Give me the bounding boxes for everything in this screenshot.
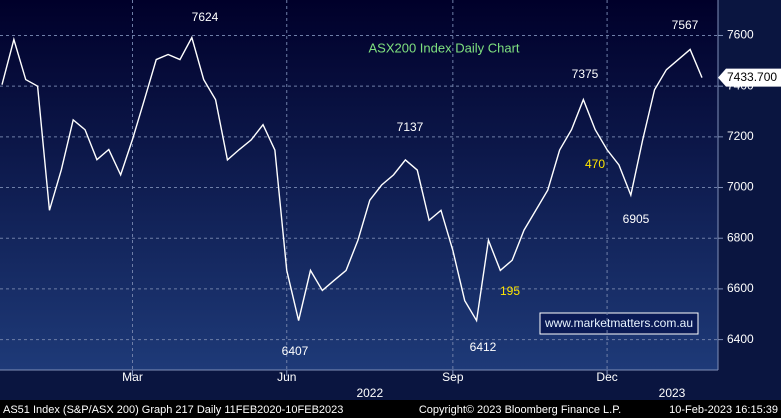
y-tick-label: 7600 xyxy=(727,28,754,42)
x-tick-label: Mar xyxy=(122,370,143,384)
annotation: 7137 xyxy=(397,120,424,134)
annotation: 6412 xyxy=(470,340,497,354)
x-year-label: 2023 xyxy=(659,386,686,400)
website: www.marketmatters.com.au xyxy=(544,316,693,330)
y-tick-label: 7200 xyxy=(727,129,754,143)
y-tick-label: 7000 xyxy=(727,180,754,194)
annotation: 7375 xyxy=(572,67,599,81)
x-tick-label: Sep xyxy=(442,370,464,384)
y-tick-label: 6600 xyxy=(727,281,754,295)
footer-right: 10-Feb-2023 16:15:39 xyxy=(669,404,778,416)
footer-center: Copyright© 2023 Bloomberg Finance L.P. xyxy=(419,404,621,416)
last-price-pointer xyxy=(718,68,781,87)
x-tick-label: Jun xyxy=(277,370,296,384)
website-box xyxy=(539,312,699,335)
annotation: 7567 xyxy=(672,18,699,32)
y-axis-strip xyxy=(718,0,781,370)
annotation: 195 xyxy=(500,284,520,298)
annotation: 6905 xyxy=(623,212,650,226)
annotation: 7624 xyxy=(192,10,219,24)
x-axis-strip xyxy=(0,370,781,400)
x-year-label: 2022 xyxy=(356,386,383,400)
chart-title: ASX200 Index Daily Chart xyxy=(368,40,519,55)
last-price-label: 7433.700 xyxy=(727,70,777,84)
annotation: 470 xyxy=(585,157,605,171)
footer-left: AS51 Index (S&P/ASX 200) Graph 217 Daily… xyxy=(3,404,343,416)
y-tick-label: 6400 xyxy=(727,332,754,346)
price-line xyxy=(1,35,703,323)
x-tick-label: Dec xyxy=(596,370,617,384)
annotation: 6407 xyxy=(282,344,309,358)
plot-area xyxy=(0,0,718,370)
y-tick-label: 6800 xyxy=(727,230,754,244)
